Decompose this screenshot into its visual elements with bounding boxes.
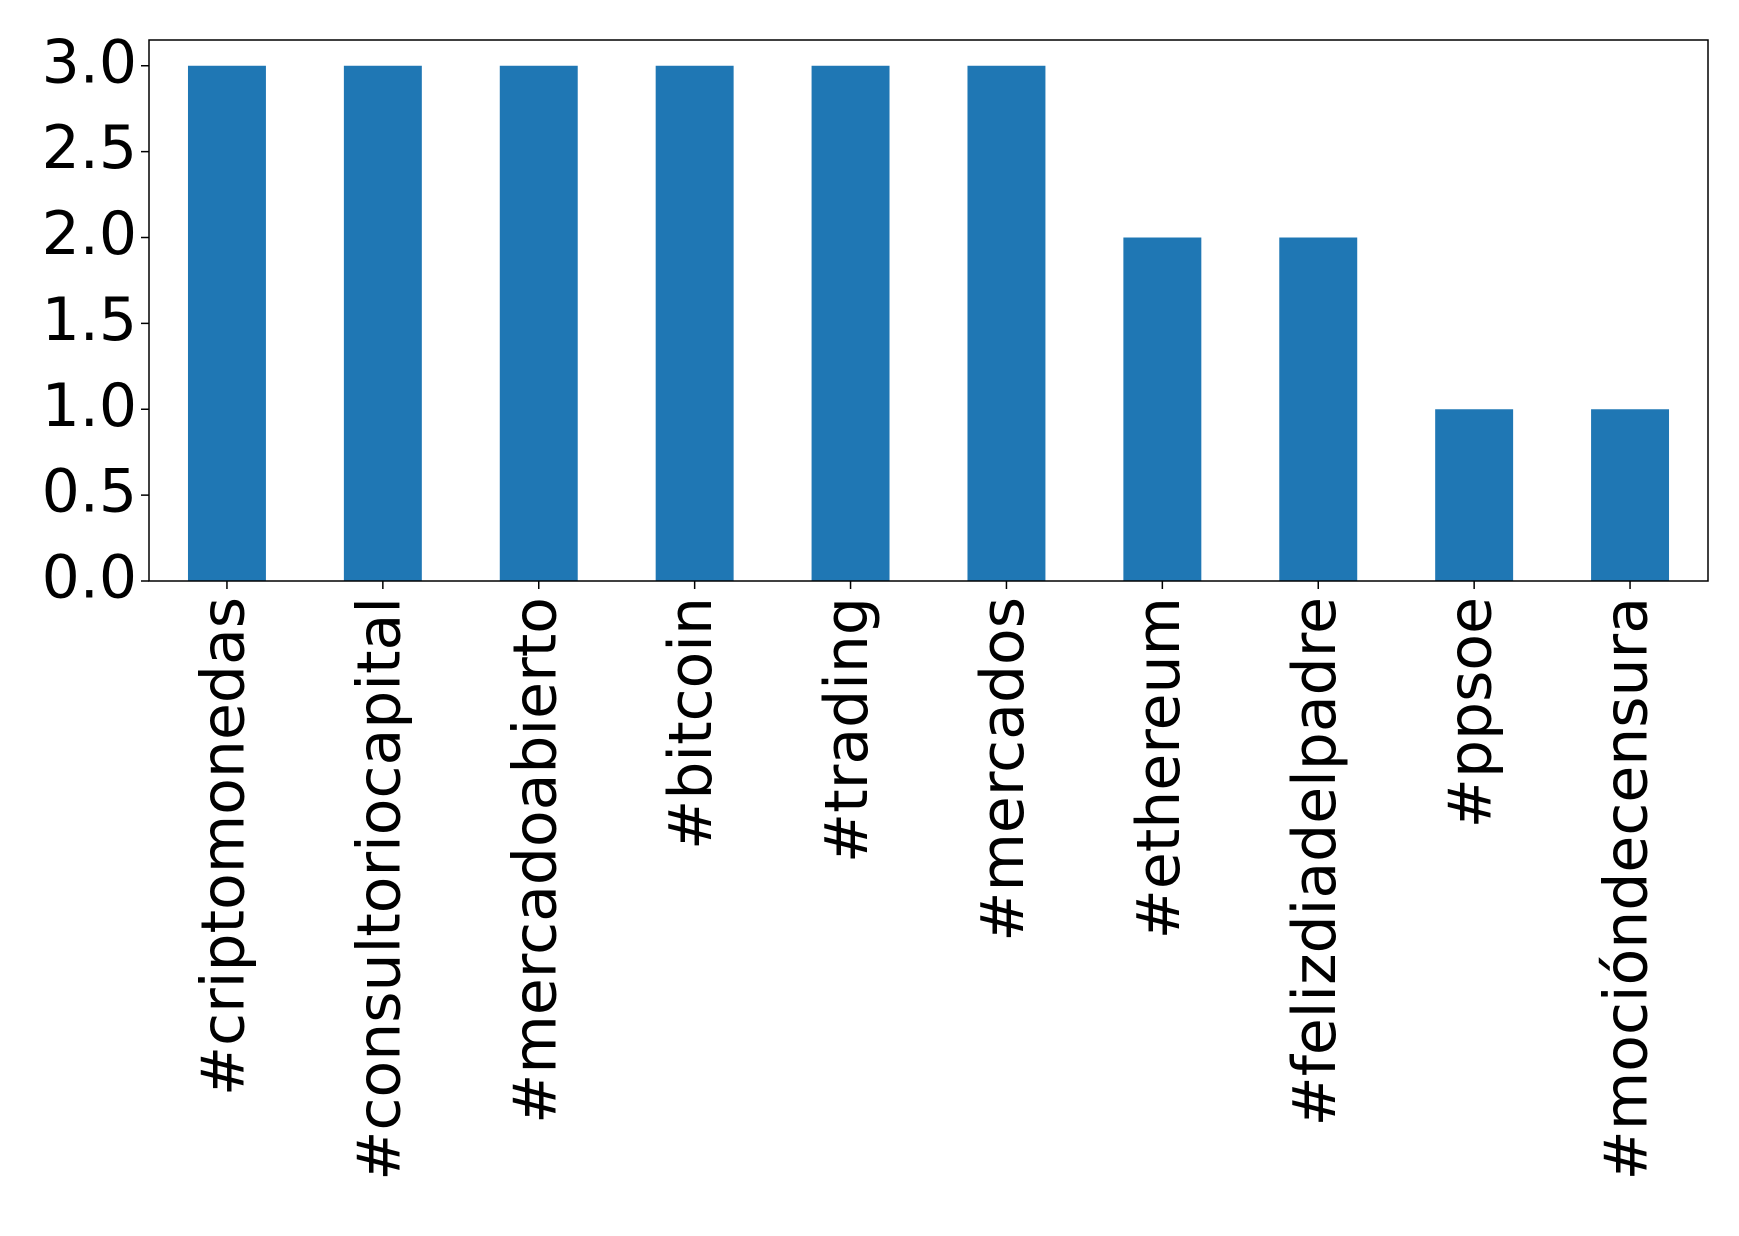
bar [811, 65, 890, 581]
y-tick-label: 3.0 [42, 27, 137, 97]
x-tick-label: #bitcoin [656, 597, 726, 850]
x-tick-label: #ethereum [1124, 597, 1194, 939]
bar [1123, 237, 1202, 581]
bar [499, 65, 578, 581]
y-tick-label: 1.5 [42, 285, 137, 355]
x-tick-label: #consultoriocapital [344, 597, 414, 1181]
x-tick-label: #felizdiadelpadre [1280, 597, 1350, 1127]
bar [1435, 409, 1514, 581]
x-tick-label: #criptomonedas [189, 597, 259, 1096]
x-tick-label: #mociónde­censura [1592, 597, 1662, 1180]
x-tick-label: #ppsoe [1436, 597, 1506, 828]
y-tick-label: 0.5 [42, 457, 137, 527]
x-tick-label: #mercados [968, 597, 1038, 942]
y-tick-label: 0.0 [42, 543, 137, 613]
plot-frame [148, 39, 1709, 582]
bar [1279, 237, 1358, 581]
bar [967, 65, 1046, 581]
bar [1591, 409, 1670, 581]
bar [187, 65, 266, 581]
y-tick-label: 1.0 [42, 371, 137, 441]
x-tick-label: #mercadoabierto [500, 597, 570, 1124]
x-tick-label: #trading [812, 597, 882, 863]
bar [655, 65, 734, 581]
y-tick-label: 2.5 [42, 113, 137, 183]
bar [343, 65, 422, 581]
y-tick-label: 2.0 [42, 199, 137, 269]
